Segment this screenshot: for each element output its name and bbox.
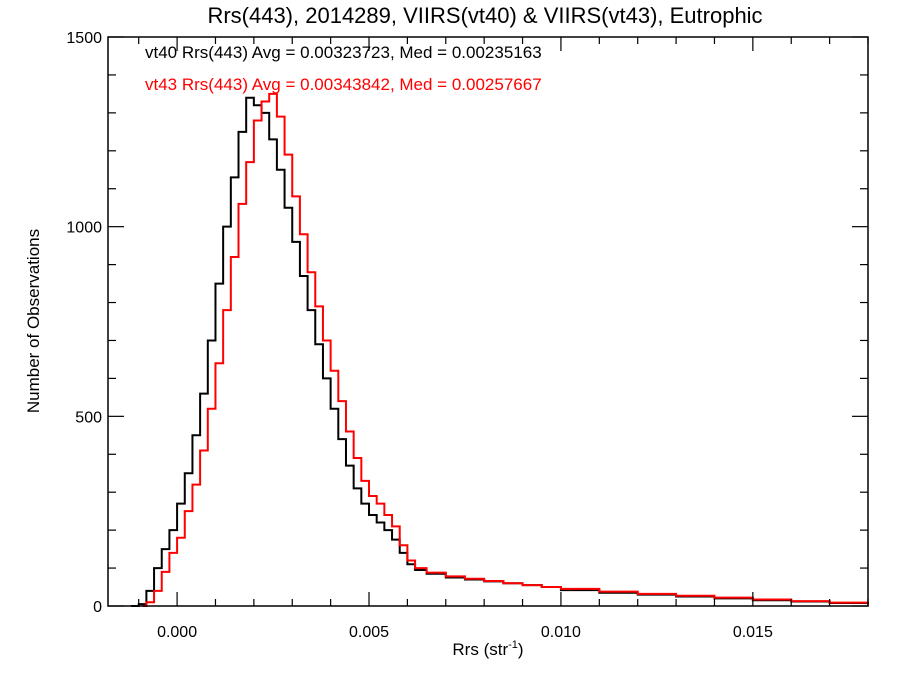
x-axis-label-end: ) bbox=[518, 640, 524, 659]
series-line-vt43 bbox=[142, 92, 869, 607]
y-tick-label: 1000 bbox=[66, 220, 102, 237]
y-axis-label: Number of Observations bbox=[24, 229, 43, 413]
x-tick-label: 0.000 bbox=[157, 624, 197, 641]
y-tick-label: 0 bbox=[93, 599, 102, 616]
plot-frame bbox=[107, 36, 869, 607]
x-axis-label-main: Rrs (str bbox=[452, 640, 508, 659]
series-layer bbox=[131, 92, 869, 607]
x-tick-label: 0.015 bbox=[733, 624, 773, 641]
x-tick-label: 0.010 bbox=[541, 624, 581, 641]
y-tick-label: 1500 bbox=[66, 30, 102, 47]
annotation-vt40: vt40 Rrs(443) Avg = 0.00323723, Med = 0.… bbox=[145, 43, 542, 62]
x-axis-label: Rrs (str-1) bbox=[452, 639, 523, 659]
series-line-vt40 bbox=[131, 96, 869, 607]
x-tick-label: 0.005 bbox=[349, 624, 389, 641]
x-axis-label-superscript: -1 bbox=[508, 639, 518, 651]
chart-title: Rrs(443), 2014289, VIIRS(vt40) & VIIRS(v… bbox=[207, 3, 762, 28]
tick-layer: 0.000 0.005 0.010 0.015 0 500 1000 1500 bbox=[66, 30, 869, 641]
annotation-vt43: vt43 Rrs(443) Avg = 0.00343842, Med = 0.… bbox=[145, 75, 542, 94]
y-tick-label: 500 bbox=[75, 409, 102, 426]
